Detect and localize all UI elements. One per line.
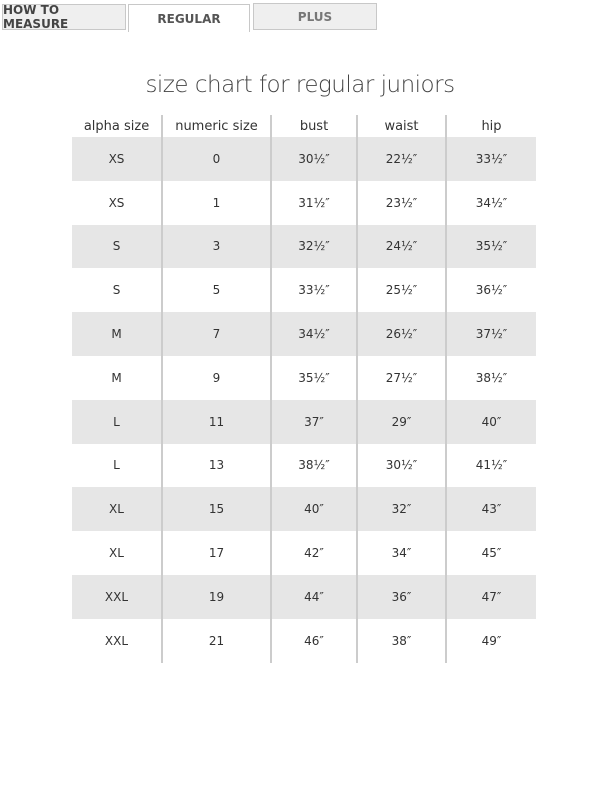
table-cell: XS xyxy=(108,195,125,210)
table-cell: 22½″ xyxy=(356,137,446,181)
table-cell: 11 xyxy=(161,399,271,444)
table-cell: 15 xyxy=(161,487,271,532)
table-cell: 36½″ xyxy=(445,268,536,313)
table-cell: 40″ xyxy=(270,487,357,532)
table-row: XS 1 31½″ 23½″ 34½″ xyxy=(72,180,536,225)
table-cell: 38½″ xyxy=(270,443,357,488)
table-cell: 38″ xyxy=(356,618,446,663)
table-cell: XS xyxy=(72,137,162,181)
table-row: S 3 32½″ 24½″ 35½″ xyxy=(72,224,536,269)
table-cell: 5 xyxy=(161,268,271,313)
table-cell: 32½″ xyxy=(270,224,357,269)
table-row: S 5 33½″ 25½″ 36½″ xyxy=(72,268,536,313)
table-cell: S xyxy=(72,224,162,269)
table-cell: 37½″ xyxy=(445,312,536,356)
table-cell: 1 xyxy=(161,180,271,225)
table-cell: 34½″ xyxy=(445,180,536,225)
table-cell: 30½″ xyxy=(356,443,446,488)
table-cell: 38½″ xyxy=(445,355,536,400)
table-cell: 31½″ xyxy=(270,180,357,225)
table-cell: 40″ xyxy=(445,399,536,444)
table-row: XXL 19 44″ 36″ 47″ xyxy=(72,574,536,619)
table-cell: L xyxy=(113,458,120,473)
table-row: M 7 34½″ 26½″ 37½″ xyxy=(72,312,536,356)
table-cell: 21 xyxy=(161,618,271,663)
table-cell: L xyxy=(72,399,162,444)
table-row: XS 0 30½″ 22½″ 33½″ xyxy=(72,137,536,181)
table-cell: 47″ xyxy=(445,574,536,619)
table-cell: 26½″ xyxy=(356,312,446,356)
column-header: numeric size xyxy=(161,115,271,137)
table-cell: XXL xyxy=(72,574,162,619)
table-cell: 46″ xyxy=(270,618,357,663)
table-cell: 43″ xyxy=(445,487,536,532)
table-cell: 3 xyxy=(161,224,271,269)
table-cell: 0 xyxy=(161,137,271,181)
column-header: hip xyxy=(445,115,536,137)
table-cell: 42″ xyxy=(270,531,357,575)
table-row: L 13 38½″ 30½″ 41½″ xyxy=(72,443,536,488)
table-cell: 19 xyxy=(161,574,271,619)
table-cell: 13 xyxy=(161,443,271,488)
table-cell: 34″ xyxy=(356,531,446,575)
table-row: XL 17 42″ 34″ 45″ xyxy=(72,531,536,575)
table-cell: 7 xyxy=(161,312,271,356)
table-cell: 25½″ xyxy=(356,268,446,313)
table-row: L 11 37″ 29″ 40″ xyxy=(72,399,536,444)
table-cell: 45″ xyxy=(445,531,536,575)
table-cell: 44″ xyxy=(270,574,357,619)
table-cell: 34½″ xyxy=(270,312,357,356)
table-cell: 27½″ xyxy=(356,355,446,400)
table-cell: 23½″ xyxy=(356,180,446,225)
tab-plus[interactable]: PLUS xyxy=(253,3,377,30)
table-cell: XL xyxy=(72,487,162,532)
table-cell: 30½″ xyxy=(270,137,357,181)
table-cell: 24½″ xyxy=(356,224,446,269)
table-row: XL 15 40″ 32″ 43″ xyxy=(72,487,536,532)
table-cell: 29″ xyxy=(356,399,446,444)
table-cell: M xyxy=(72,312,162,356)
table-cell: 41½″ xyxy=(445,443,536,488)
table-cell: 33½″ xyxy=(445,137,536,181)
table-cell: 35½″ xyxy=(445,224,536,269)
table-cell: M xyxy=(111,370,122,385)
table-cell: 36″ xyxy=(356,574,446,619)
column-header: bust xyxy=(270,115,357,137)
tab-how-to-measure[interactable]: HOW TO MEASURE xyxy=(2,3,126,31)
table-header-row: alpha size numeric size bust waist hip xyxy=(72,115,536,137)
table-cell: 9 xyxy=(161,355,271,400)
table-cell: 33½″ xyxy=(270,268,357,313)
table-cell: 17 xyxy=(161,531,271,575)
table-row: M 9 35½″ 27½″ 38½″ xyxy=(72,355,536,400)
page-title: size chart for regular juniors xyxy=(145,72,455,98)
table-cell: 32″ xyxy=(356,487,446,532)
column-header: alpha size xyxy=(83,118,150,134)
table-cell: 35½″ xyxy=(270,355,357,400)
table-cell: XL xyxy=(109,546,124,561)
table-cell: 49″ xyxy=(445,618,536,663)
column-header: waist xyxy=(356,115,446,137)
tab-regular[interactable]: REGULAR xyxy=(128,4,250,32)
table-row: XXL 21 46″ 38″ 49″ xyxy=(72,618,536,663)
size-chart-table: alpha size numeric size bust waist hip XS 0 30… xyxy=(72,115,536,663)
table-cell: 37″ xyxy=(270,399,357,444)
table-cell: S xyxy=(112,283,121,298)
table-cell: XXL xyxy=(104,633,129,648)
